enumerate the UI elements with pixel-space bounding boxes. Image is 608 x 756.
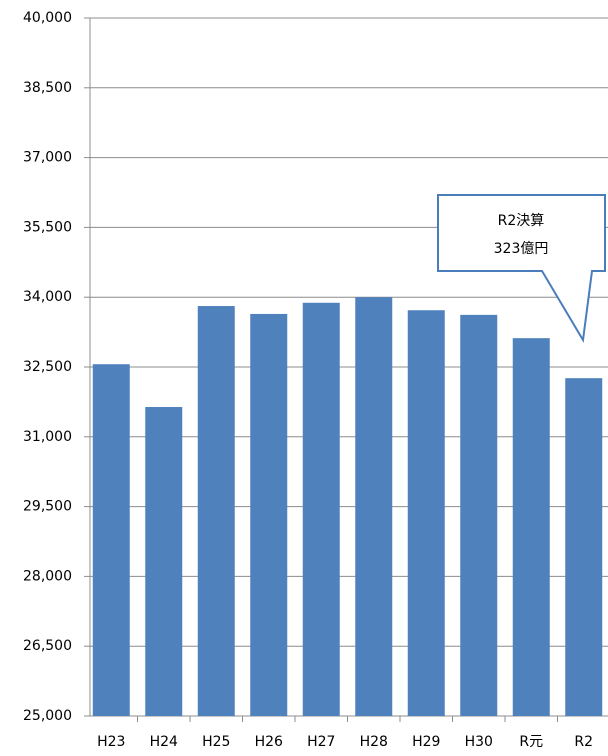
y-tick-label: 40,000 <box>23 10 72 26</box>
x-tick-label: H23 <box>97 734 125 750</box>
bar <box>460 314 498 716</box>
callout <box>437 194 606 343</box>
bar <box>512 338 550 716</box>
x-tick-label: R元 <box>519 734 543 750</box>
annotation: R2決算 <box>498 213 545 229</box>
bar <box>302 302 340 716</box>
x-tick-label: H29 <box>412 734 440 750</box>
y-tick-label: 31,000 <box>23 429 72 445</box>
x-tick-label: H28 <box>360 734 388 750</box>
y-tick-label: 34,000 <box>23 289 72 305</box>
bar <box>407 310 445 716</box>
bar <box>355 297 393 716</box>
bar <box>197 306 235 716</box>
x-tick-label: H26 <box>255 734 283 750</box>
annotation: 323億円 <box>494 241 549 257</box>
y-tick-label: 37,000 <box>23 150 72 166</box>
y-tick-label: 35,500 <box>23 219 72 235</box>
y-tick-label: 29,500 <box>23 499 72 515</box>
y-tick-label: 28,000 <box>23 568 72 584</box>
bar <box>250 313 288 716</box>
x-tick-label: H27 <box>307 734 335 750</box>
x-tick-label: H25 <box>202 734 230 750</box>
x-tick-label: H24 <box>150 734 178 750</box>
x-tick-label: R2 <box>574 734 593 750</box>
y-tick-label: 26,500 <box>23 638 72 654</box>
y-tick-label: 25,000 <box>23 708 72 724</box>
bar <box>92 364 130 716</box>
bar <box>145 407 183 716</box>
x-tick-label: H30 <box>465 734 493 750</box>
y-tick-label: 38,500 <box>23 80 72 96</box>
y-tick-label: 32,500 <box>23 359 72 375</box>
bar <box>565 378 603 716</box>
